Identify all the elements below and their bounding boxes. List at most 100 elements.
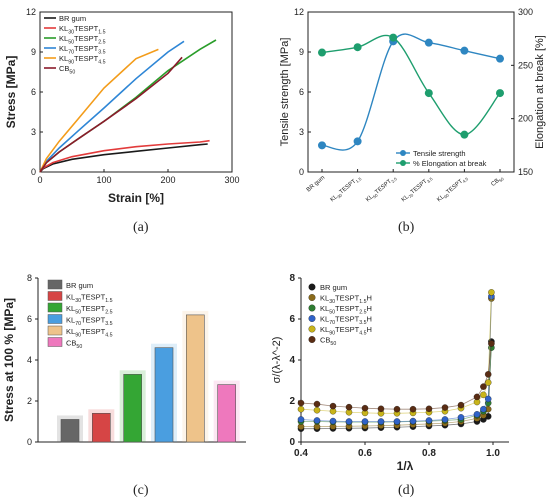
legend-marker-d-2 — [308, 304, 316, 312]
bar-c-0 — [60, 419, 80, 443]
series-point-d-3-3 — [345, 418, 353, 425]
x-tick-label-d: 0.4 — [294, 448, 308, 459]
legend-marker-d-4 — [308, 325, 316, 333]
y-tick-label-d: 4 — [289, 355, 295, 366]
series-point-d-4-0 — [297, 405, 305, 413]
y-tick-label-b: 0 — [299, 167, 304, 177]
series-line-d-5 — [300, 343, 492, 410]
series-point-d-3-1 — [313, 417, 321, 424]
x-tick-label-d: 0.6 — [358, 448, 372, 459]
series-point-b-0-1 — [353, 137, 362, 146]
panel-label-c: (c) — [133, 483, 149, 498]
series-point-d-5-11 — [473, 393, 481, 401]
series-point-b-1-2 — [389, 33, 398, 42]
legend-label-d-4: KL90TESPT4.5H — [320, 325, 372, 336]
x-tick-label-b-2: KL50TESPT2.5 — [365, 175, 398, 205]
series-point-b-1-1 — [353, 43, 362, 52]
y-tick-label-a: 9 — [31, 47, 36, 57]
series-point-d-3-2 — [329, 417, 337, 425]
legend-marker-d-5 — [308, 336, 316, 343]
y-tick-label-c: 6 — [27, 314, 32, 324]
series-point-d-4-14 — [488, 289, 495, 296]
series-point-d-5-0 — [297, 399, 305, 407]
legend-label-d-5: CB50 — [320, 336, 336, 347]
y-tick-label-b: 9 — [299, 47, 304, 57]
y-tick-label-d: 0 — [289, 437, 295, 448]
x-tick-label-b-0: BR gum — [306, 175, 326, 194]
series-point-b-0-4 — [460, 46, 469, 55]
y-tick-label-d: 6 — [289, 314, 295, 325]
x-tick-label-a: 100 — [96, 175, 111, 185]
legend-swatch-c-4 — [47, 325, 63, 336]
legend-swatch-c-3 — [47, 314, 63, 324]
x-tick-label-a: 200 — [160, 175, 175, 185]
series-point-d-5-3 — [345, 403, 353, 411]
legend-label-a-5: CB50 — [59, 64, 75, 75]
y-axis-label-a: Stress [MPa] — [4, 56, 18, 129]
legend-label-a-0: BR gum — [59, 14, 86, 23]
y-axis-label-b: Tensile strength [MPa] — [279, 38, 291, 147]
series-line-b-0 — [321, 33, 501, 151]
legend-label-c-1: KL30TESPT1.5 — [66, 293, 113, 304]
series-point-d-4-1 — [313, 406, 321, 414]
legend-label-a-2: KL50TESPT2.5 — [59, 34, 106, 45]
y-tick-label-d: 8 — [289, 273, 295, 284]
series-line-b-1 — [321, 34, 501, 136]
y2-axis-label-b: Elongation at break [%] — [534, 35, 546, 149]
legend-label-b-1: % Elongation at break — [413, 159, 487, 168]
series-point-d-3-7 — [409, 417, 417, 425]
legend-swatch-c-1 — [47, 291, 63, 301]
legend-label-d-1: KL30TESPT1.5H — [320, 294, 372, 305]
series-line-a-1 — [39, 139, 210, 173]
series-point-d-5-9 — [441, 404, 449, 411]
x-tick-label-d: 0.8 — [422, 448, 436, 459]
series-point-b-0-3 — [424, 38, 433, 47]
legend-swatch-c-0 — [47, 279, 63, 290]
y-tick-label-c: 4 — [27, 355, 32, 365]
y-tick-label-b: 12 — [294, 7, 304, 17]
series-point-b-0-0 — [318, 141, 326, 150]
legend-marker-b-1 — [400, 160, 406, 166]
legend-label-d-3: KL70TESPT3.5H — [320, 315, 372, 326]
series-point-d-5-6 — [393, 405, 401, 413]
series-point-d-3-12 — [480, 405, 487, 413]
series-point-d-3-6 — [393, 418, 401, 425]
series-point-d-3-0 — [297, 416, 305, 423]
legend-label-c-2: KL50TESPT2.5 — [66, 304, 113, 315]
x-tick-label-a: 300 — [224, 175, 239, 185]
series-point-b-0-5 — [496, 54, 504, 63]
bar-c-5 — [217, 384, 236, 443]
panel-label-a: (a) — [133, 220, 149, 235]
series-point-d-5-12 — [480, 383, 487, 390]
panel-d-mooney-rivlin: 0.4 0.6 0.8 1.0 0 2 4 6 8 1/λ σ/(λ-λ^-2) BR gum KL30… — [271, 273, 509, 473]
panel-a-stress-strain: 0 100 200 300 0 3 6 9 12 Strain [%] Stress [MPa] BR… — [4, 7, 240, 205]
y-tick-label-a: 3 — [31, 127, 36, 137]
series-point-d-5-7 — [409, 405, 417, 413]
legend-label-c-5: CB50 — [66, 339, 82, 350]
legend-marker-d-1 — [308, 294, 316, 301]
legend-marker-d-0 — [308, 283, 316, 291]
series-point-d-3-9 — [441, 416, 449, 423]
x-tick-label-b-1: KL30TESPT1.5 — [330, 175, 363, 205]
legend-label-c-0: BR gum — [66, 281, 93, 290]
series-point-d-5-2 — [329, 402, 337, 410]
series-point-d-4-12 — [480, 391, 487, 399]
bar-c-2 — [123, 374, 142, 443]
series-point-b-1-3 — [424, 89, 433, 98]
series-point-d-5-8 — [425, 405, 433, 413]
y2-tick-label-b: 300 — [518, 7, 533, 17]
series-point-b-1-4 — [460, 130, 469, 139]
plot-a-frame — [39, 11, 233, 173]
bar-c-1 — [92, 412, 111, 443]
legend-label-a-4: KL90TESPT4.5 — [59, 54, 106, 65]
series-line-a-3 — [39, 40, 185, 173]
x-tick-label-d: 1.0 — [486, 448, 500, 459]
y2-tick-label-b: 250 — [518, 60, 533, 70]
x-tick-label-b-3: KL70TESPT3.5 — [401, 175, 434, 205]
y-tick-label-b: 3 — [299, 127, 304, 137]
legend-label-b-0: Tensile strength — [413, 149, 466, 158]
legend-label-c-4: KL90TESPT4.5 — [66, 327, 113, 338]
y-tick-label-d: 2 — [289, 396, 295, 407]
y-tick-label-b: 6 — [299, 87, 304, 97]
